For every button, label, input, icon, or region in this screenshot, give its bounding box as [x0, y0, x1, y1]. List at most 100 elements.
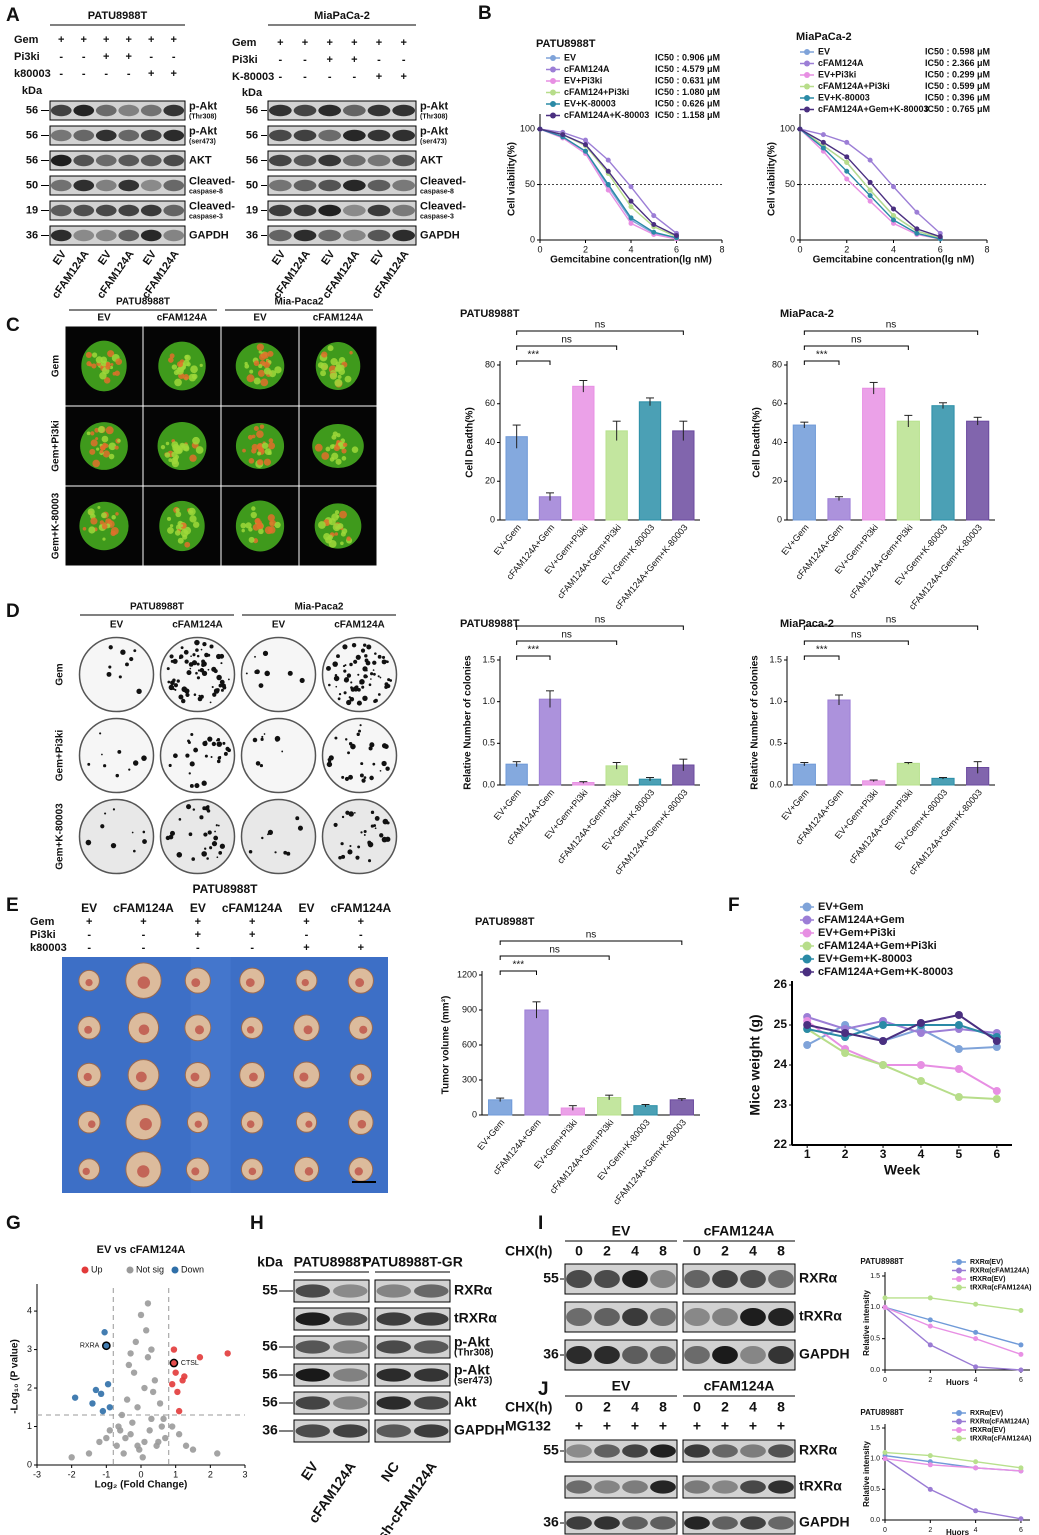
- row-label: Gem: [51, 355, 62, 377]
- band: [268, 229, 292, 242]
- colony: [212, 692, 217, 697]
- data-point: [879, 1021, 888, 1029]
- tumor-spot: [301, 978, 309, 987]
- cell-dot: [108, 453, 115, 460]
- cell-dot: [263, 458, 271, 466]
- panel-letter: J: [538, 1379, 549, 1400]
- band: [293, 229, 317, 242]
- data-point: [605, 157, 611, 163]
- colony: [343, 669, 347, 673]
- band: [566, 1308, 592, 1326]
- condition-mark: +: [249, 929, 255, 941]
- band-label: RXRα: [799, 1442, 838, 1458]
- significance-label: ns: [595, 615, 606, 626]
- tumor-spot: [138, 1024, 150, 1036]
- band: [622, 1444, 648, 1458]
- band: [414, 1312, 449, 1326]
- y-tick-label: 3: [27, 1344, 32, 1354]
- band: [163, 129, 185, 142]
- cell-dot: [328, 518, 336, 526]
- x-tick-label: 2: [842, 1147, 849, 1161]
- data-point: [103, 1434, 110, 1442]
- x-tick-label: 2: [208, 1469, 213, 1479]
- cell-dot: [334, 378, 343, 387]
- bar: [896, 762, 920, 786]
- colony: [188, 772, 191, 775]
- tumor-spot: [194, 1025, 205, 1035]
- colony: [345, 810, 350, 815]
- colony: [87, 762, 91, 766]
- band: [95, 104, 117, 117]
- colony: [267, 829, 274, 835]
- condition-mark: +: [148, 68, 154, 80]
- band-sublabel: (ser473): [420, 138, 447, 145]
- cell-dot: [171, 364, 178, 370]
- data-point: [127, 1350, 134, 1357]
- colony: [218, 683, 223, 688]
- colony: [335, 685, 338, 688]
- culture-well: [321, 636, 398, 713]
- band: [622, 1346, 648, 1364]
- cell-dot: [327, 534, 333, 540]
- condition-mark: -: [59, 51, 63, 63]
- band: [594, 1308, 620, 1326]
- blot-strip: [682, 1475, 796, 1499]
- panel-letter: F: [728, 895, 740, 916]
- colony: [369, 775, 374, 781]
- data-point: [1018, 1351, 1024, 1357]
- x-axis-label: Week: [884, 1162, 921, 1178]
- data-point: [182, 1442, 190, 1449]
- colony: [258, 683, 264, 689]
- colony: [219, 756, 222, 759]
- x-tick-label: 3: [880, 1147, 887, 1161]
- cell-dot: [242, 448, 246, 453]
- colony: [180, 698, 186, 704]
- y-tick-label: 1.5: [870, 1273, 880, 1280]
- row-label: Gem+K-80003: [55, 803, 66, 870]
- x-tick-label: 0: [883, 1377, 887, 1384]
- colony: [328, 683, 331, 687]
- data-point: [844, 139, 850, 145]
- colony: [368, 683, 372, 687]
- cell-dot: [248, 458, 255, 464]
- cell-dot: [251, 448, 257, 454]
- colony: [219, 679, 225, 685]
- colony: [133, 649, 137, 653]
- data-point: [651, 229, 657, 235]
- legend-note: IC50 : 0.599 μM: [925, 81, 990, 91]
- condition-mark: -: [305, 929, 309, 941]
- colony: [356, 732, 360, 737]
- colony: [200, 648, 203, 651]
- group-title: PATU8988T: [116, 297, 170, 308]
- colony: [336, 654, 340, 659]
- legend-note: IC50 : 0.631 μM: [655, 75, 720, 85]
- x-tick-label: 0: [797, 244, 802, 254]
- cell-dot: [180, 524, 184, 528]
- data-point: [973, 1329, 979, 1335]
- data-point: [927, 1453, 933, 1459]
- band-label: Akt: [454, 1394, 477, 1410]
- condition-mark: 2: [721, 1399, 729, 1415]
- band: [622, 1308, 648, 1326]
- cell-dot: [257, 451, 262, 456]
- condition-mark: 8: [777, 1399, 785, 1415]
- y-tick-label: 600: [462, 1039, 477, 1049]
- significance-label: ***: [816, 645, 828, 656]
- group-title: Mia-Paca2: [295, 602, 344, 613]
- condition-mark: -: [303, 71, 307, 83]
- legend-label: tRXRα(cFAM124A): [970, 1284, 1031, 1291]
- data-point: [973, 1336, 979, 1342]
- colony: [370, 824, 374, 828]
- band: [376, 1424, 411, 1438]
- data-point: [122, 1434, 129, 1442]
- blot-title: EV: [612, 1378, 631, 1394]
- colony: [356, 655, 359, 659]
- data-point: [867, 193, 873, 199]
- highlight-point: [101, 1341, 111, 1351]
- data-point: [141, 1384, 148, 1392]
- condition-mark: 0: [575, 1243, 583, 1259]
- data-point: [181, 1373, 188, 1380]
- data-point: [867, 157, 873, 163]
- band: [118, 179, 140, 192]
- data-point: [106, 1404, 114, 1411]
